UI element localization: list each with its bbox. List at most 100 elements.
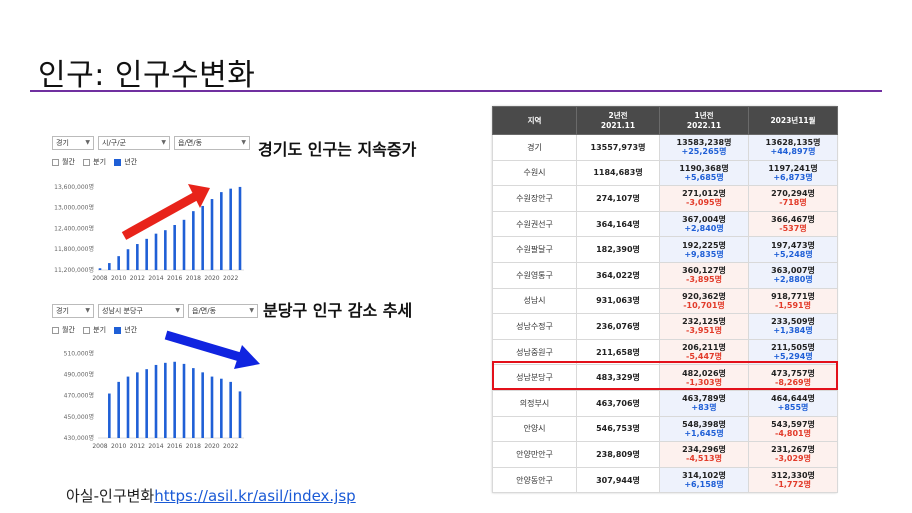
x-tick-label: 2008: [92, 275, 107, 282]
y-tick-label: 450,000명: [64, 413, 94, 421]
cell-value: 548,398명: [682, 419, 726, 429]
bar-2011: [126, 249, 130, 270]
cell-region: 수원팔달구: [492, 236, 577, 263]
cell-value: 271,012명: [682, 189, 726, 199]
cell-two-years-ago: 364,164명: [576, 210, 660, 238]
x-tick-label: 2022: [223, 275, 238, 282]
bar-2012: [136, 244, 139, 270]
chevron-down-icon: ▼: [85, 139, 90, 146]
monthly-option[interactable]: 월간: [52, 326, 75, 335]
cell-current: 918,771명 -1,591명: [748, 287, 838, 315]
cell-value: 367,004명: [682, 215, 726, 225]
table-row: 성남분당구 483,329명 482,026명 -1,303명 473,757명 -8,2…: [492, 364, 838, 391]
x-tick-label: 2018: [186, 443, 201, 450]
cell-change: +2,880명: [773, 275, 813, 285]
cell-change: -4,513명: [686, 454, 722, 464]
city-select[interactable]: 시/구/군 ▼: [98, 136, 170, 150]
y-tick-label: 11,200,000명: [54, 266, 94, 274]
cell-region: 안양동안구: [492, 466, 577, 494]
x-tick-label: 2010: [111, 443, 126, 450]
town-select[interactable]: 읍/면/동 ▼: [188, 304, 258, 318]
table-row: 의정부시 463,706명 463,789명 +83명 464,644명 +855명: [492, 389, 838, 417]
cell-two-years-ago: 1184,683명: [576, 159, 660, 187]
checkbox-checked-icon: [114, 327, 122, 334]
cell-region: 성남수정구: [492, 313, 577, 340]
province-select[interactable]: 경기 ▼: [52, 304, 94, 318]
cell-value: 918,771명: [771, 291, 815, 301]
header-one-year-ago: 1년전 2022.11: [659, 106, 749, 135]
cell-region: 성남시: [492, 287, 577, 315]
cell-one-year-ago: 234,296명 -4,513명: [659, 441, 749, 468]
y-tick-label: 13,000,000명: [54, 204, 94, 212]
cell-value: 360,127명: [682, 266, 726, 276]
slide-title: 인구: 인구수변화: [38, 58, 256, 93]
province-select[interactable]: 경기 ▼: [52, 136, 94, 150]
checkbox-icon: [83, 159, 91, 166]
cell-one-year-ago: 206,211명 -5,447명: [659, 338, 749, 366]
source-label: 아실-인구변화: [66, 487, 155, 505]
cell-two-years-ago: 931,063명: [576, 287, 660, 315]
gyeonggi-population-chart: 13,600,000명 13,000,000명 12,400,000명 11,800,…: [54, 183, 244, 282]
checkbox-icon: [52, 159, 59, 166]
cell-value: 197,473명: [771, 240, 815, 250]
checkbox-checked-icon: [114, 159, 122, 166]
cell-value: 363,007명: [771, 266, 815, 276]
table-row: 수원장안구 274,107명 271,012명 -3,095명 270,294명 -718…: [492, 185, 838, 212]
cell-change: -3,895명: [686, 275, 722, 285]
bar-2022: [229, 188, 232, 270]
cell-region: 안양만안구: [492, 441, 577, 468]
gyeonggi-dashboard: 경기 ▼ 시/구/군 ▼ 읍/면/동 ▼ 월간 분기 년간 13,600,000명 13…: [40, 132, 252, 292]
cell-change: -1,303명: [686, 377, 722, 387]
bar-2016: [173, 225, 176, 270]
yearly-option[interactable]: 년간: [114, 158, 137, 167]
cell-current: 366,467명 -537명: [748, 210, 838, 238]
bundang-population-chart: 510,000명 490,000명 470,000명 450,000명 430,000명…: [64, 349, 244, 450]
cell-region: 성남분당구: [492, 364, 577, 391]
cell-value: 13583,238명: [676, 138, 732, 148]
table-row: 안양시 546,753명 548,398명 +1,645명 543,597명 -4,801…: [492, 415, 838, 443]
cell-value: 482,026명: [682, 368, 726, 378]
table-row: 안양동안구 307,944명 314,102명 +6,158명 312,330명 -1,7…: [492, 466, 838, 494]
town-select[interactable]: 읍/면/동 ▼: [174, 136, 250, 150]
y-tick-label: 12,400,000명: [54, 224, 94, 232]
source-link[interactable]: https://asil.kr/asil/index.jsp: [154, 487, 356, 505]
bar-2013: [145, 369, 148, 438]
cell-region: 성남중원구: [492, 338, 577, 366]
table-row: 성남시 931,063명 920,362명 -10,701명 918,771명 -1,59…: [492, 287, 838, 315]
cell-change: +6,158명: [684, 480, 724, 490]
monthly-option[interactable]: 월간: [52, 158, 75, 167]
bar-2009: [108, 393, 111, 438]
bar-2012: [136, 372, 139, 438]
bar-2015: [164, 230, 167, 270]
cell-change: +5,248명: [773, 249, 813, 259]
gyeonggi-annotation: 경기도 인구는 지속증가: [258, 140, 417, 159]
cell-two-years-ago: 546,753명: [576, 415, 660, 443]
bar-2018: [192, 368, 195, 438]
cell-value: 1197,241명: [768, 163, 818, 173]
cell-value: 13628,135명: [765, 138, 821, 148]
city-select[interactable]: 성남시 분당구 ▼: [98, 304, 184, 318]
bar-2020: [210, 199, 214, 270]
table-row: 수원시 1184,683명 1190,368명 +5,685명 1197,241명 +6,…: [492, 159, 838, 187]
cell-current: 464,644명 +855명: [748, 389, 838, 417]
yearly-option[interactable]: 년간: [114, 326, 137, 335]
cell-one-year-ago: 367,004명 +2,840명: [659, 210, 749, 238]
cell-current: 211,505명 +5,294명: [748, 338, 838, 366]
chevron-down-icon: ▼: [161, 139, 166, 146]
decrease-trend-arrow-icon: [164, 330, 260, 369]
cell-change: -718명: [779, 198, 807, 208]
y-tick-label: 470,000명: [64, 392, 94, 400]
y-tick-label: 430,000명: [64, 434, 94, 442]
cell-one-year-ago: 1190,368명 +5,685명: [659, 159, 749, 187]
cell-change: +5,685명: [684, 172, 724, 182]
cell-current: 231,267명 -3,029명: [748, 441, 838, 468]
bar-2019: [201, 205, 204, 270]
cell-one-year-ago: 192,225명 +9,835명: [659, 236, 749, 263]
quarterly-option[interactable]: 분기: [83, 326, 106, 335]
cell-current: 270,294명 -718명: [748, 185, 838, 212]
x-tick-label: 2012: [130, 443, 145, 450]
quarterly-option[interactable]: 분기: [83, 158, 106, 167]
period-options: 월간 분기 년간: [52, 158, 143, 168]
chevron-down-icon: ▼: [249, 307, 254, 314]
bar-2017: [182, 363, 186, 438]
